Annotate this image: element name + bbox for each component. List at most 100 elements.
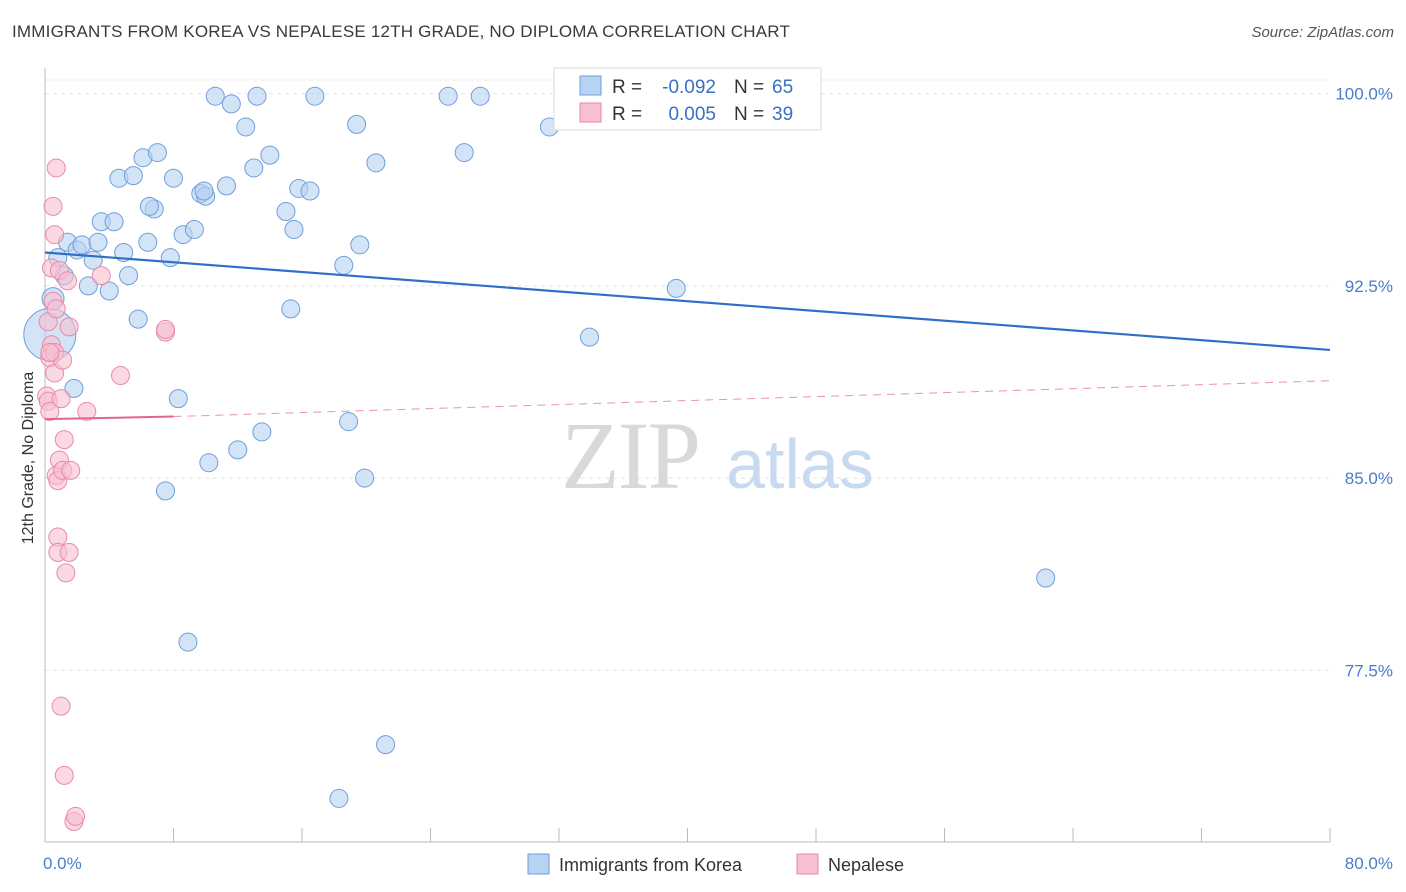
point-korea xyxy=(178,632,198,652)
point-nepal xyxy=(91,266,111,286)
point-korea xyxy=(355,468,375,488)
legend-swatch-korea xyxy=(579,75,602,96)
point-korea xyxy=(155,481,175,501)
legend-r-label-korea: R = xyxy=(612,77,642,98)
point-korea xyxy=(300,181,320,201)
point-nepal xyxy=(155,319,175,339)
point-korea xyxy=(247,86,267,106)
point-korea xyxy=(252,422,272,442)
point-korea xyxy=(139,196,159,216)
point-nepal xyxy=(61,460,81,480)
point-korea xyxy=(228,440,248,460)
point-korea xyxy=(78,276,98,296)
source-label: Source: ZipAtlas.com xyxy=(1251,24,1394,41)
point-korea xyxy=(470,86,490,106)
y-tick-label: 77.5% xyxy=(1345,661,1393,680)
point-nepal xyxy=(54,765,74,785)
point-nepal xyxy=(110,366,130,386)
point-korea xyxy=(88,232,108,252)
point-korea xyxy=(334,255,354,275)
point-korea xyxy=(260,145,280,165)
bottom-legend-label-korea: Immigrants from Korea xyxy=(559,855,743,875)
watermark-zip: ZIP xyxy=(561,402,699,509)
point-korea xyxy=(339,412,359,432)
point-korea xyxy=(184,219,204,239)
point-nepal xyxy=(43,196,63,216)
point-korea xyxy=(123,166,143,186)
x-tick-label-max: 80.0% xyxy=(1345,854,1393,873)
x-tick-label-min: 0.0% xyxy=(43,854,82,873)
point-korea xyxy=(217,176,237,196)
point-korea xyxy=(244,158,264,178)
point-korea xyxy=(366,153,386,173)
point-nepal xyxy=(51,389,71,409)
point-korea xyxy=(329,788,349,808)
point-korea xyxy=(454,143,474,163)
point-nepal xyxy=(56,563,76,583)
point-korea xyxy=(347,114,367,134)
point-korea xyxy=(205,86,225,106)
point-korea xyxy=(199,453,219,473)
point-nepal xyxy=(77,401,97,421)
axes xyxy=(44,68,1331,843)
point-nepal xyxy=(51,696,71,716)
legend-r-label-nepal: R = xyxy=(612,104,642,125)
grid-lines xyxy=(45,79,1330,671)
point-korea xyxy=(666,278,686,298)
y-tick-label: 100.0% xyxy=(1335,85,1393,104)
point-korea xyxy=(1036,568,1056,588)
point-nepal xyxy=(59,542,79,562)
point-nepal xyxy=(46,158,66,178)
legend-r-value-korea: -0.092 xyxy=(662,77,716,98)
trend-line-korea xyxy=(44,251,1331,352)
point-nepal xyxy=(59,317,79,337)
point-nepal xyxy=(40,342,60,362)
point-nepal xyxy=(57,271,77,291)
point-nepal xyxy=(40,401,60,421)
point-korea xyxy=(284,219,304,239)
point-korea xyxy=(350,235,370,255)
bottom-legend-swatch-nepal xyxy=(796,853,819,875)
tick-labels: 100.0% 92.5% 85.0% 77.5% 0.0% 80.0% xyxy=(43,85,1393,873)
point-korea xyxy=(276,202,296,222)
point-korea xyxy=(72,235,92,255)
point-korea xyxy=(147,143,167,163)
point-korea xyxy=(580,327,600,347)
bottom-legend-swatch-korea xyxy=(527,853,550,875)
point-korea xyxy=(305,86,325,106)
point-korea xyxy=(168,389,188,409)
point-korea xyxy=(104,212,124,232)
y-axis-label: 12th Grade, No Diploma xyxy=(20,372,37,545)
point-nepal xyxy=(45,225,65,245)
trend-line-nepal xyxy=(44,415,174,421)
point-nepal xyxy=(66,806,86,826)
y-tick-label: 92.5% xyxy=(1345,277,1393,296)
point-nepal xyxy=(46,299,66,319)
point-korea xyxy=(119,266,139,286)
point-korea xyxy=(128,309,148,329)
point-korea xyxy=(64,378,84,398)
series-nepal-points xyxy=(37,158,175,831)
watermark: ZIP atlas xyxy=(561,402,874,509)
series-korea-points xyxy=(23,86,1056,808)
legend-n-value-nepal: 39 xyxy=(772,104,793,125)
trend-line-nepal-extension xyxy=(173,380,1331,418)
point-korea xyxy=(164,168,183,188)
watermark-atlas: atlas xyxy=(726,425,874,503)
point-korea xyxy=(221,94,241,114)
point-korea xyxy=(236,117,256,137)
point-korea xyxy=(438,86,458,106)
point-korea xyxy=(160,248,180,268)
bottom-legend: Immigrants from Korea Nepalese xyxy=(527,853,904,875)
point-korea xyxy=(194,181,214,201)
point-korea xyxy=(376,735,396,755)
legend-n-label-nepal: N = xyxy=(734,104,764,125)
legend-n-label-korea: N = xyxy=(734,77,764,98)
point-korea xyxy=(138,232,158,252)
trend-lines xyxy=(44,251,1331,421)
legend-r-value-nepal: 0.005 xyxy=(668,104,716,125)
point-korea xyxy=(99,281,119,301)
bottom-legend-label-nepal: Nepalese xyxy=(828,855,904,875)
legend-n-value-korea: 65 xyxy=(772,77,793,98)
